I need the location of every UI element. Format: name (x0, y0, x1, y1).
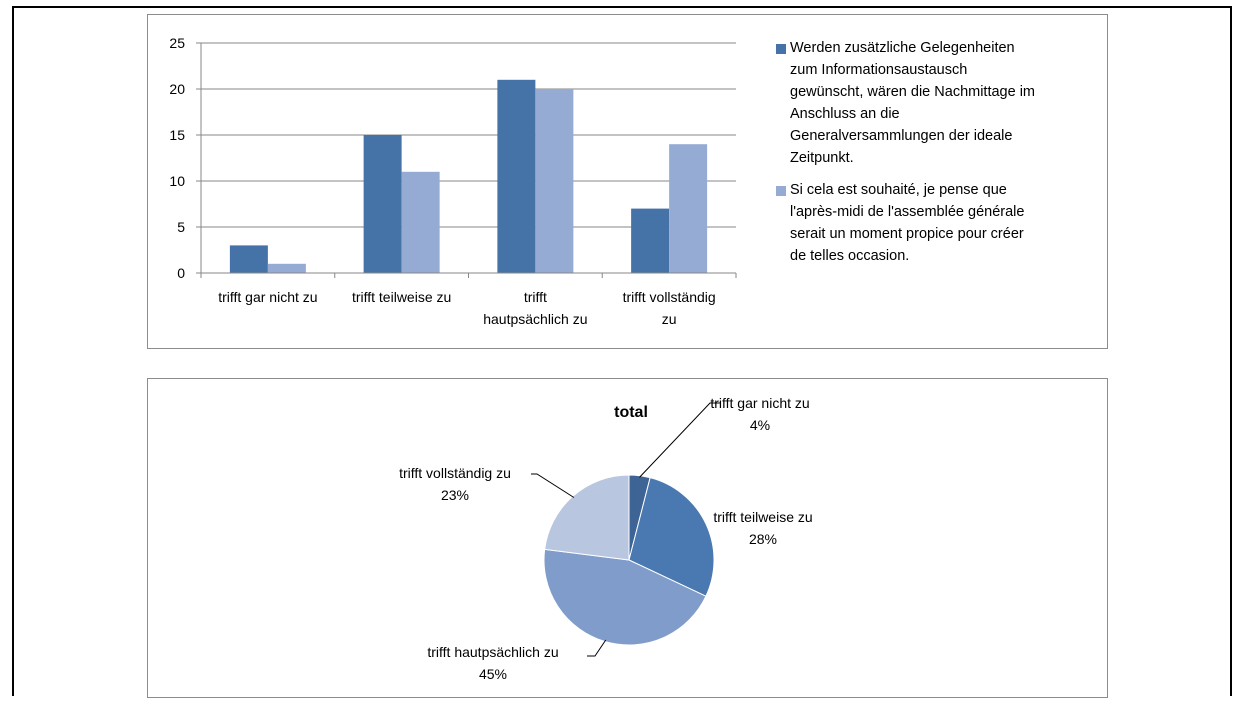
legend-label-series-1: Werden zusätzliche Gelegenheiten zum Info… (790, 40, 1036, 166)
y-tick-label: 0 (177, 265, 185, 281)
pie-leader-line (587, 639, 607, 657)
y-tick-label: 20 (169, 81, 185, 97)
bar-series-1 (363, 135, 402, 273)
legend-swatch-series-1 (776, 44, 786, 54)
legend-item-series-2: Si cela est souhaité, je pense que l'aprè… (776, 179, 1096, 267)
y-tick-label: 15 (169, 127, 185, 143)
legend-item-series-1: Werden zusätzliche Gelegenheiten zum Info… (776, 37, 1096, 169)
y-tick-label: 5 (177, 219, 185, 235)
pie-slice (543, 548, 707, 646)
x-tick-label: trifft vollständig zu (623, 289, 716, 327)
pie-chart: total trifft gar nicht zu 4% trifft teilwe… (399, 395, 813, 682)
legend-label-series-2: Si cela est souhaité, je pense que l'aprè… (790, 182, 1025, 264)
y-tick-label: 25 (169, 35, 185, 51)
pie-leader-line (639, 402, 720, 478)
pie-chart-frame: total trifft gar nicht zu 4% trifft teilwe… (147, 378, 1108, 698)
bar-series-2 (669, 144, 708, 273)
pie-leader-line (531, 473, 575, 498)
x-tick-label: trifft hautpsächlich zu (483, 289, 587, 327)
pie-label: trifft teilweise zu 28% (713, 509, 812, 547)
bar-series-1 (497, 79, 536, 273)
bar-legend: Werden zusätzliche Gelegenheiten zum Info… (776, 37, 1096, 277)
bar-chart: 0 5 10 15 20 25 trifft gar nicht zu trifft tei… (169, 35, 737, 327)
bar-chart-frame: 0 5 10 15 20 25 trifft gar nicht zu trifft tei… (147, 14, 1108, 349)
bar-series-1 (229, 245, 268, 273)
pie-slice (628, 477, 715, 597)
y-tick-label: 10 (169, 173, 185, 189)
bar-series-2 (267, 263, 306, 273)
legend-swatch-series-2 (776, 186, 786, 196)
page-frame (12, 6, 1232, 696)
bar-series-1 (631, 208, 670, 273)
x-tick-label: trifft gar nicht zu (218, 289, 317, 305)
x-tick-label: trifft teilweise zu (352, 289, 451, 305)
pie-title: total (614, 404, 648, 421)
bar-series-2 (535, 89, 574, 273)
pie-label: trifft vollständig zu 23% (399, 465, 511, 503)
pie-slice (544, 474, 630, 561)
bar-series-2 (401, 171, 440, 273)
pie-label: trifft gar nicht zu 4% (710, 395, 809, 433)
pie-label: trifft hautpsächlich zu 45% (427, 644, 558, 682)
